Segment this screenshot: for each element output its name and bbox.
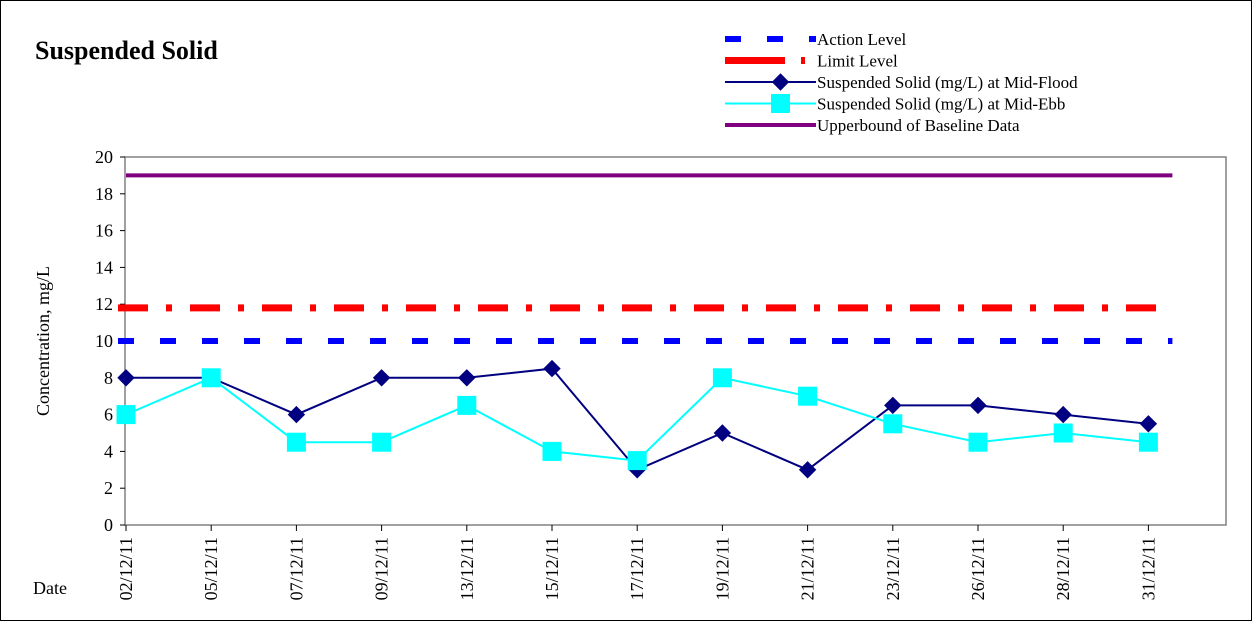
y-tick-label: 20 <box>95 147 113 167</box>
data-point <box>542 441 562 461</box>
data-point <box>712 368 732 388</box>
y-tick-label: 0 <box>104 515 113 535</box>
data-point <box>286 432 306 452</box>
x-tick-label: 05/12/11 <box>201 537 221 600</box>
legend-label-0: Action Level <box>817 30 906 49</box>
x-tick-label: 23/12/11 <box>883 537 903 600</box>
x-tick-label: 02/12/11 <box>116 537 136 600</box>
x-tick-label: 09/12/11 <box>372 537 392 600</box>
x-tick-label: 21/12/11 <box>798 537 818 600</box>
y-tick-label: 6 <box>104 405 113 425</box>
legend-label-4: Upperbound of Baseline Data <box>817 116 1020 135</box>
y-tick-label: 4 <box>104 441 113 461</box>
data-point <box>1139 415 1158 433</box>
data-point <box>372 432 392 452</box>
legend-label-2: Suspended Solid (mg/L) at Mid-Flood <box>817 73 1078 92</box>
y-tick-label: 12 <box>95 294 113 314</box>
data-point <box>968 432 988 452</box>
data-point <box>117 369 135 387</box>
y-tick-label: 2 <box>104 478 113 498</box>
chart-title: Suspended Solid <box>35 36 218 65</box>
data-point <box>969 396 987 415</box>
data-point <box>1054 405 1072 424</box>
y-tick-label: 18 <box>95 184 113 204</box>
x-tick-label: 19/12/11 <box>712 537 732 600</box>
data-point <box>798 386 818 406</box>
series-line <box>125 376 1149 462</box>
x-tick-label: 26/12/11 <box>968 537 988 600</box>
legend-label-1: Limit Level <box>817 52 898 71</box>
legend-marker-2 <box>771 73 790 91</box>
data-point <box>372 369 391 387</box>
x-tick-label: 28/12/11 <box>1053 537 1073 600</box>
x-axis-label: Date <box>33 578 67 598</box>
y-axis-label: Concentration, mg/L <box>33 266 53 416</box>
y-tick-label: 16 <box>95 221 113 241</box>
series-layer <box>116 173 1173 479</box>
x-tick-label: 17/12/11 <box>627 537 647 600</box>
data-point <box>287 405 306 424</box>
legend-marker-3 <box>771 94 790 113</box>
x-tick-label: 13/12/11 <box>457 537 477 600</box>
data-point <box>884 396 902 415</box>
x-axis: 02/12/11 05/12/11 07/12/11 09/12/11 13/12/11… <box>116 525 1158 600</box>
y-axis: 0 2 4 6 8 10 12 14 16 18 20 <box>95 147 125 535</box>
data-point <box>713 424 732 442</box>
y-tick-label: 14 <box>95 257 113 277</box>
data-point <box>116 405 136 425</box>
x-tick-label: 07/12/11 <box>286 537 306 600</box>
data-point <box>1053 423 1073 443</box>
data-point <box>457 395 477 415</box>
x-tick-label: 15/12/11 <box>542 537 562 600</box>
series-3 <box>116 368 1158 471</box>
data-point <box>627 451 647 471</box>
legend: Action Level Limit Level Suspended Solid (… <box>725 30 1078 135</box>
data-point <box>883 414 903 434</box>
data-point <box>798 461 817 479</box>
data-point <box>1138 432 1158 452</box>
legend-label-3: Suspended Solid (mg/L) at Mid-Ebb <box>817 95 1065 114</box>
y-tick-label: 8 <box>104 368 113 388</box>
data-point <box>201 368 221 388</box>
data-point <box>458 369 476 387</box>
x-tick-label: 31/12/11 <box>1138 537 1158 600</box>
y-tick-label: 10 <box>95 331 113 351</box>
data-point <box>543 359 561 378</box>
